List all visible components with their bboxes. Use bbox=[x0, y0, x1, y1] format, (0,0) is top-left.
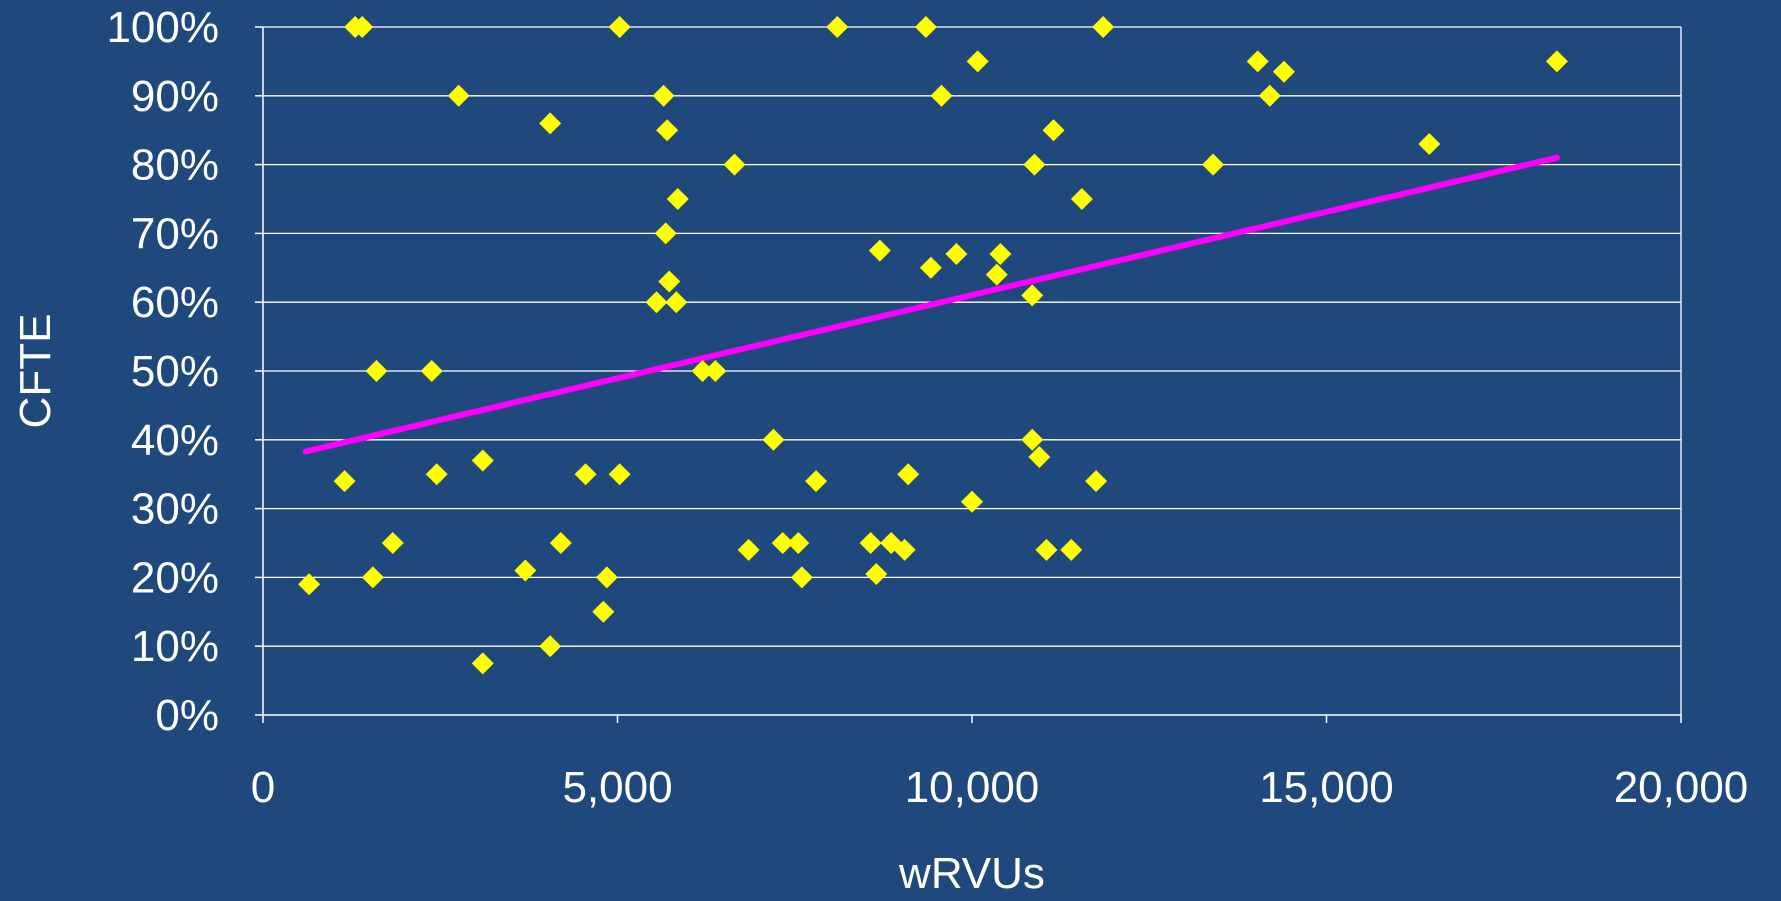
data-point bbox=[1418, 132, 1441, 155]
y-tick-label: 10% bbox=[131, 622, 219, 671]
y-tick-label: 20% bbox=[131, 553, 219, 602]
y-tick-label: 80% bbox=[131, 141, 219, 190]
y-tick-label: 50% bbox=[131, 347, 219, 396]
data-point bbox=[930, 84, 953, 107]
data-point bbox=[787, 532, 810, 554]
x-tick-label: 20,000 bbox=[1614, 763, 1749, 812]
data-point bbox=[985, 263, 1008, 286]
data-point bbox=[859, 532, 882, 554]
y-tick-label: 70% bbox=[131, 209, 219, 258]
data-point bbox=[539, 112, 562, 135]
data-point bbox=[447, 84, 470, 107]
data-point bbox=[658, 270, 681, 293]
data-point bbox=[1092, 16, 1115, 38]
y-tick-label: 0% bbox=[155, 691, 219, 740]
data-point bbox=[1258, 84, 1281, 107]
trendline bbox=[302, 154, 1560, 455]
y-tick-label: 40% bbox=[131, 416, 219, 465]
data-point bbox=[1023, 153, 1046, 176]
data-point bbox=[868, 239, 891, 262]
data-point bbox=[298, 573, 321, 596]
data-point bbox=[1028, 446, 1051, 468]
data-point bbox=[652, 84, 675, 107]
data-point bbox=[574, 463, 597, 486]
data-point bbox=[1246, 50, 1269, 73]
data-point bbox=[945, 243, 968, 266]
data-point bbox=[762, 428, 785, 451]
data-point bbox=[420, 360, 443, 382]
data-point bbox=[1021, 284, 1044, 307]
data-point bbox=[666, 188, 689, 210]
data-point bbox=[865, 562, 888, 585]
data-point bbox=[966, 50, 989, 73]
data-point bbox=[592, 600, 615, 623]
data-point bbox=[1545, 50, 1568, 73]
data-point bbox=[654, 222, 677, 245]
data-point bbox=[645, 291, 668, 314]
data-point bbox=[351, 16, 374, 38]
data-point bbox=[914, 16, 937, 38]
data-point bbox=[691, 360, 714, 382]
data-point bbox=[381, 532, 404, 554]
y-tick-label: 90% bbox=[131, 72, 219, 121]
data-point bbox=[893, 538, 916, 561]
y-tick-label: 60% bbox=[131, 278, 219, 327]
data-point bbox=[805, 470, 828, 493]
data-point bbox=[989, 243, 1012, 266]
x-tick-label: 10,000 bbox=[905, 763, 1040, 812]
data-point bbox=[608, 16, 631, 38]
data-point bbox=[361, 566, 384, 589]
data-point bbox=[549, 532, 572, 554]
data-point bbox=[471, 449, 494, 472]
data-point bbox=[333, 470, 356, 493]
data-point bbox=[1202, 153, 1225, 176]
data-point bbox=[656, 119, 679, 142]
data-point bbox=[608, 463, 631, 486]
data-point bbox=[425, 463, 448, 486]
data-point bbox=[539, 635, 562, 658]
x-tick-labels: 0 5,000 10,000 15,000 20,000 bbox=[251, 763, 1749, 812]
x-tick-label: 5,000 bbox=[562, 763, 672, 812]
data-point bbox=[514, 559, 537, 582]
data-point bbox=[1021, 428, 1044, 451]
x-tick-label: 0 bbox=[251, 763, 275, 812]
data-point bbox=[1060, 538, 1083, 561]
data-point bbox=[595, 566, 618, 589]
data-point bbox=[1272, 60, 1295, 83]
axes bbox=[255, 26, 1682, 723]
data-point bbox=[790, 566, 813, 589]
gridlines bbox=[263, 26, 1681, 647]
y-tick-labels: 0% 10% 20% 30% 40% 50% 60% 70% 80% 90% 100% bbox=[106, 3, 219, 740]
data-point bbox=[737, 538, 760, 561]
data-point bbox=[471, 652, 494, 675]
data-point bbox=[704, 360, 727, 382]
data-point bbox=[897, 463, 920, 486]
x-tick-label: 15,000 bbox=[1259, 763, 1394, 812]
y-tick-label: 100% bbox=[106, 3, 219, 52]
trendline-group bbox=[302, 154, 1560, 455]
data-point bbox=[1085, 470, 1108, 493]
data-point bbox=[1042, 119, 1065, 142]
data-point bbox=[365, 360, 388, 382]
data-points bbox=[298, 16, 1568, 675]
data-point bbox=[665, 291, 688, 314]
data-point bbox=[1035, 538, 1058, 561]
y-tick-label: 30% bbox=[131, 485, 219, 534]
data-point bbox=[826, 16, 849, 38]
data-point bbox=[771, 532, 794, 554]
data-point bbox=[1070, 188, 1093, 210]
y-axis-title: CFTE bbox=[11, 314, 60, 429]
data-point bbox=[919, 256, 942, 279]
x-axis-title: wRVUs bbox=[898, 849, 1045, 896]
data-point bbox=[723, 153, 746, 176]
data-point bbox=[961, 490, 983, 513]
